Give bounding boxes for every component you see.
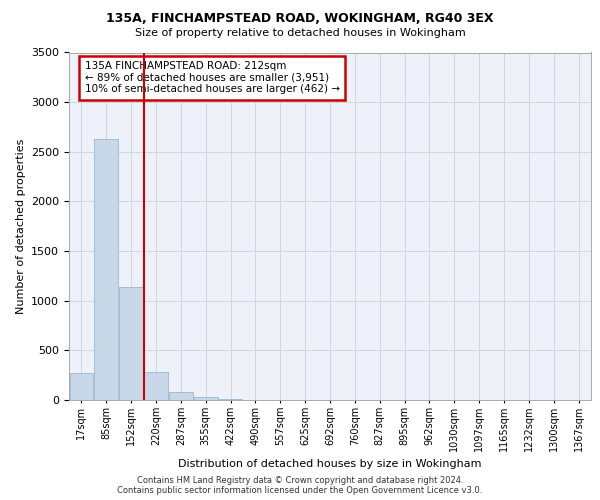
- Bar: [94, 139, 118, 400]
- Bar: [194, 396, 218, 400]
- Bar: [169, 392, 193, 400]
- Bar: [70, 373, 93, 400]
- Bar: [144, 372, 168, 400]
- Text: Size of property relative to detached houses in Wokingham: Size of property relative to detached ho…: [134, 28, 466, 38]
- Text: 135A FINCHAMPSTEAD ROAD: 212sqm
← 89% of detached houses are smaller (3,951)
10%: 135A FINCHAMPSTEAD ROAD: 212sqm ← 89% of…: [85, 61, 340, 94]
- Text: 135A, FINCHAMPSTEAD ROAD, WOKINGHAM, RG40 3EX: 135A, FINCHAMPSTEAD ROAD, WOKINGHAM, RG4…: [106, 12, 494, 26]
- Y-axis label: Number of detached properties: Number of detached properties: [16, 138, 26, 314]
- Text: Contains HM Land Registry data © Crown copyright and database right 2024.
Contai: Contains HM Land Registry data © Crown c…: [118, 476, 482, 495]
- Bar: [219, 399, 242, 400]
- Bar: [119, 287, 143, 400]
- X-axis label: Distribution of detached houses by size in Wokingham: Distribution of detached houses by size …: [178, 460, 482, 469]
